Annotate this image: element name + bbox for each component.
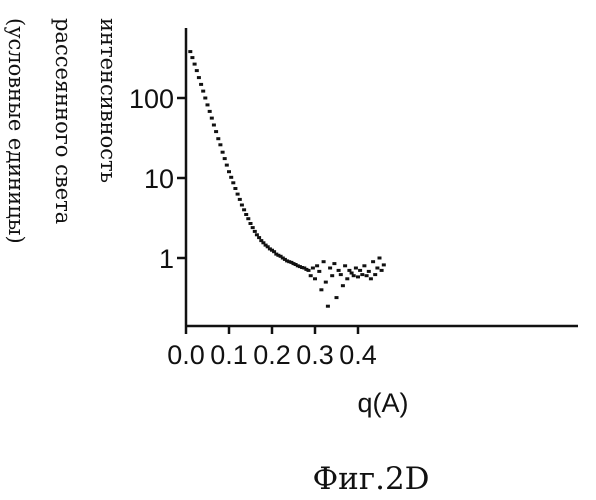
data-point	[233, 187, 237, 190]
data-point	[188, 50, 192, 53]
data-point	[362, 264, 366, 267]
data-point	[227, 170, 231, 173]
data-point	[332, 262, 336, 265]
data-point	[236, 193, 240, 196]
data-point	[380, 269, 384, 272]
y-tick-label: 100	[129, 84, 174, 114]
data-point	[210, 117, 214, 120]
data-point	[190, 56, 194, 59]
data-point	[240, 204, 244, 207]
data-point	[231, 181, 235, 184]
data-point	[311, 267, 315, 270]
data-point	[201, 90, 205, 93]
data-point	[356, 275, 360, 278]
data-point	[238, 198, 242, 201]
data-point	[337, 269, 341, 272]
data-point	[360, 273, 364, 276]
data-point	[354, 267, 358, 270]
data-point	[212, 124, 216, 127]
y-axis-label-line-2: рассеянного света	[51, 18, 75, 224]
x-tick-label: 0.2	[253, 340, 291, 370]
scatter-points	[188, 50, 385, 308]
data-point	[206, 103, 210, 106]
data-point	[313, 277, 317, 280]
data-point	[345, 277, 349, 280]
data-point	[341, 284, 345, 287]
data-point	[229, 176, 233, 179]
data-point	[221, 151, 225, 154]
y-tick-label: 1	[159, 244, 174, 274]
data-point	[371, 260, 375, 263]
data-point	[335, 296, 339, 299]
data-point	[350, 272, 354, 275]
y-ticks: 100 10 1	[129, 84, 186, 274]
x-tick-label: 0.0	[167, 340, 205, 370]
data-point	[307, 269, 311, 272]
data-point	[225, 164, 229, 167]
data-point	[339, 273, 343, 276]
data-point	[203, 97, 207, 100]
data-point	[326, 305, 330, 308]
data-point	[251, 226, 255, 229]
data-point	[244, 213, 248, 216]
data-point	[242, 208, 246, 211]
data-point	[358, 269, 362, 272]
x-ticks: 0.00.10.20.30.4	[167, 326, 377, 370]
data-point	[257, 236, 261, 239]
data-point	[193, 63, 197, 66]
data-point	[373, 273, 377, 276]
data-point	[365, 274, 369, 277]
data-point	[216, 137, 220, 140]
x-tick-label: 0.3	[296, 340, 334, 370]
data-point	[347, 269, 351, 272]
data-point	[382, 263, 386, 266]
data-point	[309, 274, 313, 277]
x-axis-label: q(A)	[357, 388, 408, 418]
x-tick-label: 0.1	[210, 340, 248, 370]
data-point	[253, 230, 257, 233]
data-point	[218, 143, 222, 146]
y-axis-label-line-1: интенсивность	[96, 18, 120, 183]
data-point	[352, 274, 356, 277]
data-point	[328, 267, 332, 270]
data-point	[367, 270, 371, 273]
x-tick-label: 0.4	[339, 340, 377, 370]
data-point	[197, 76, 201, 79]
y-tick-label: 10	[144, 164, 174, 194]
data-point	[324, 281, 328, 284]
data-point	[330, 274, 334, 277]
y-axis-label-line-3: (условные единицы)	[4, 18, 28, 244]
data-point	[375, 267, 379, 270]
data-point	[255, 233, 259, 236]
data-point	[343, 264, 347, 267]
data-point	[249, 222, 253, 225]
data-point	[369, 277, 373, 280]
data-point	[378, 257, 382, 260]
data-point	[223, 157, 227, 160]
data-point	[208, 110, 212, 113]
figure-caption: Фиг.2D	[312, 461, 429, 497]
data-point	[322, 260, 326, 263]
data-point	[199, 83, 203, 86]
data-point	[246, 217, 250, 220]
data-point	[214, 130, 218, 133]
data-point	[315, 264, 319, 267]
data-point	[319, 288, 323, 291]
data-point	[195, 69, 199, 72]
data-point	[317, 270, 321, 273]
